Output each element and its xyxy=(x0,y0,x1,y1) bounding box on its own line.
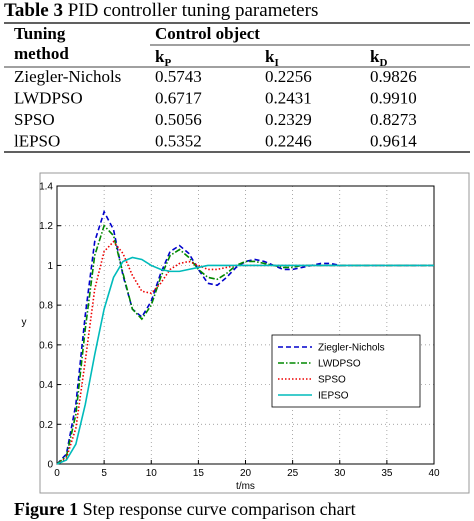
table-cell: LWDPSO xyxy=(14,89,83,108)
y-axis-label: y xyxy=(22,317,27,328)
column-header: kP xyxy=(155,47,171,69)
table-cell: 0.2256 xyxy=(265,67,312,86)
x-tick-label: 20 xyxy=(240,468,252,479)
column-symbol: k xyxy=(370,47,380,66)
column-symbol: k xyxy=(155,47,165,66)
column-symbol: k xyxy=(265,47,275,66)
column-subscript: P xyxy=(164,57,171,69)
table-cell: lEPSO xyxy=(14,132,60,151)
x-axis-label: t/ms xyxy=(236,481,255,492)
x-tick-label: 10 xyxy=(146,468,158,479)
x-tick-label: 5 xyxy=(101,468,107,479)
header-group: Control object xyxy=(155,24,260,43)
legend-label: SPSO xyxy=(318,375,346,386)
table-cell: 0.5352 xyxy=(155,132,202,151)
x-tick-label: 35 xyxy=(381,468,393,479)
plot-area xyxy=(57,186,434,464)
figure-label: Figure 1 xyxy=(14,499,78,519)
table-cell: 0.5743 xyxy=(155,67,202,86)
column-header: kD xyxy=(370,47,387,69)
legend-label: Ziegler-Nichols xyxy=(318,343,385,354)
header-method: Tuning xyxy=(14,24,66,43)
x-tick-label: 0 xyxy=(54,468,60,479)
figure-caption: Figure 1 Step response curve comparison … xyxy=(14,499,356,519)
column-header: kI xyxy=(265,47,279,69)
table-cell: 0.9826 xyxy=(370,67,417,86)
table-cell: 0.2246 xyxy=(265,132,312,151)
x-tick-label: 40 xyxy=(428,468,440,479)
legend-label: IEPSO xyxy=(318,391,349,402)
table-cell: 0.5056 xyxy=(155,110,202,129)
table-cell: 0.9614 xyxy=(370,132,417,151)
series-line xyxy=(56,256,434,465)
y-tick-label: 0 xyxy=(47,460,53,471)
legend-label: LWDPSO xyxy=(318,359,361,370)
x-tick-label: 25 xyxy=(287,468,299,479)
table-caption: PID controller tuning parameters xyxy=(68,0,319,21)
chart: 0 5 10 15 20 25 30 35 40 0 0.2 0.4 0.6 0.8 1 1.2 1.4 t/ms… xyxy=(22,182,440,493)
y-tick-label: 0.8 xyxy=(39,301,53,312)
y-tick-label: 0.6 xyxy=(39,340,53,351)
y-tick-label: 1 xyxy=(47,261,53,272)
table-cell: 0.8273 xyxy=(370,110,417,129)
column-headers: kP kI kD xyxy=(155,47,387,69)
table-cell: 0.2329 xyxy=(265,110,312,129)
table-cell: SPSO xyxy=(14,110,55,129)
column-subscript: D xyxy=(379,57,387,69)
x-tick-label: 15 xyxy=(193,468,205,479)
y-tick-label: 1.2 xyxy=(39,221,53,232)
table-cell: 0.6717 xyxy=(155,89,202,108)
figure-caption-text: Step response curve comparison chart xyxy=(83,499,356,519)
series-line xyxy=(56,240,434,465)
column-subscript: I xyxy=(274,57,278,69)
header-method: method xyxy=(14,44,69,63)
x-tick-label: 30 xyxy=(334,468,346,479)
table-cell: 0.2431 xyxy=(265,89,312,108)
table-body: Ziegler-Nichols 0.5743 0.2256 0.9826 LWDPSO 0… xyxy=(14,67,417,151)
y-tick-label: 0.4 xyxy=(39,380,53,391)
table-label: Table 3 xyxy=(4,0,63,21)
table-title: Table 3 PID controller tuning parameters xyxy=(4,0,318,21)
table-cell: 0.9910 xyxy=(370,89,417,108)
table-cell: Ziegler-Nichols xyxy=(14,67,121,86)
plot-frame xyxy=(56,185,435,465)
y-tick-label: 0.2 xyxy=(39,420,53,431)
y-tick-label: 1.4 xyxy=(39,182,53,193)
